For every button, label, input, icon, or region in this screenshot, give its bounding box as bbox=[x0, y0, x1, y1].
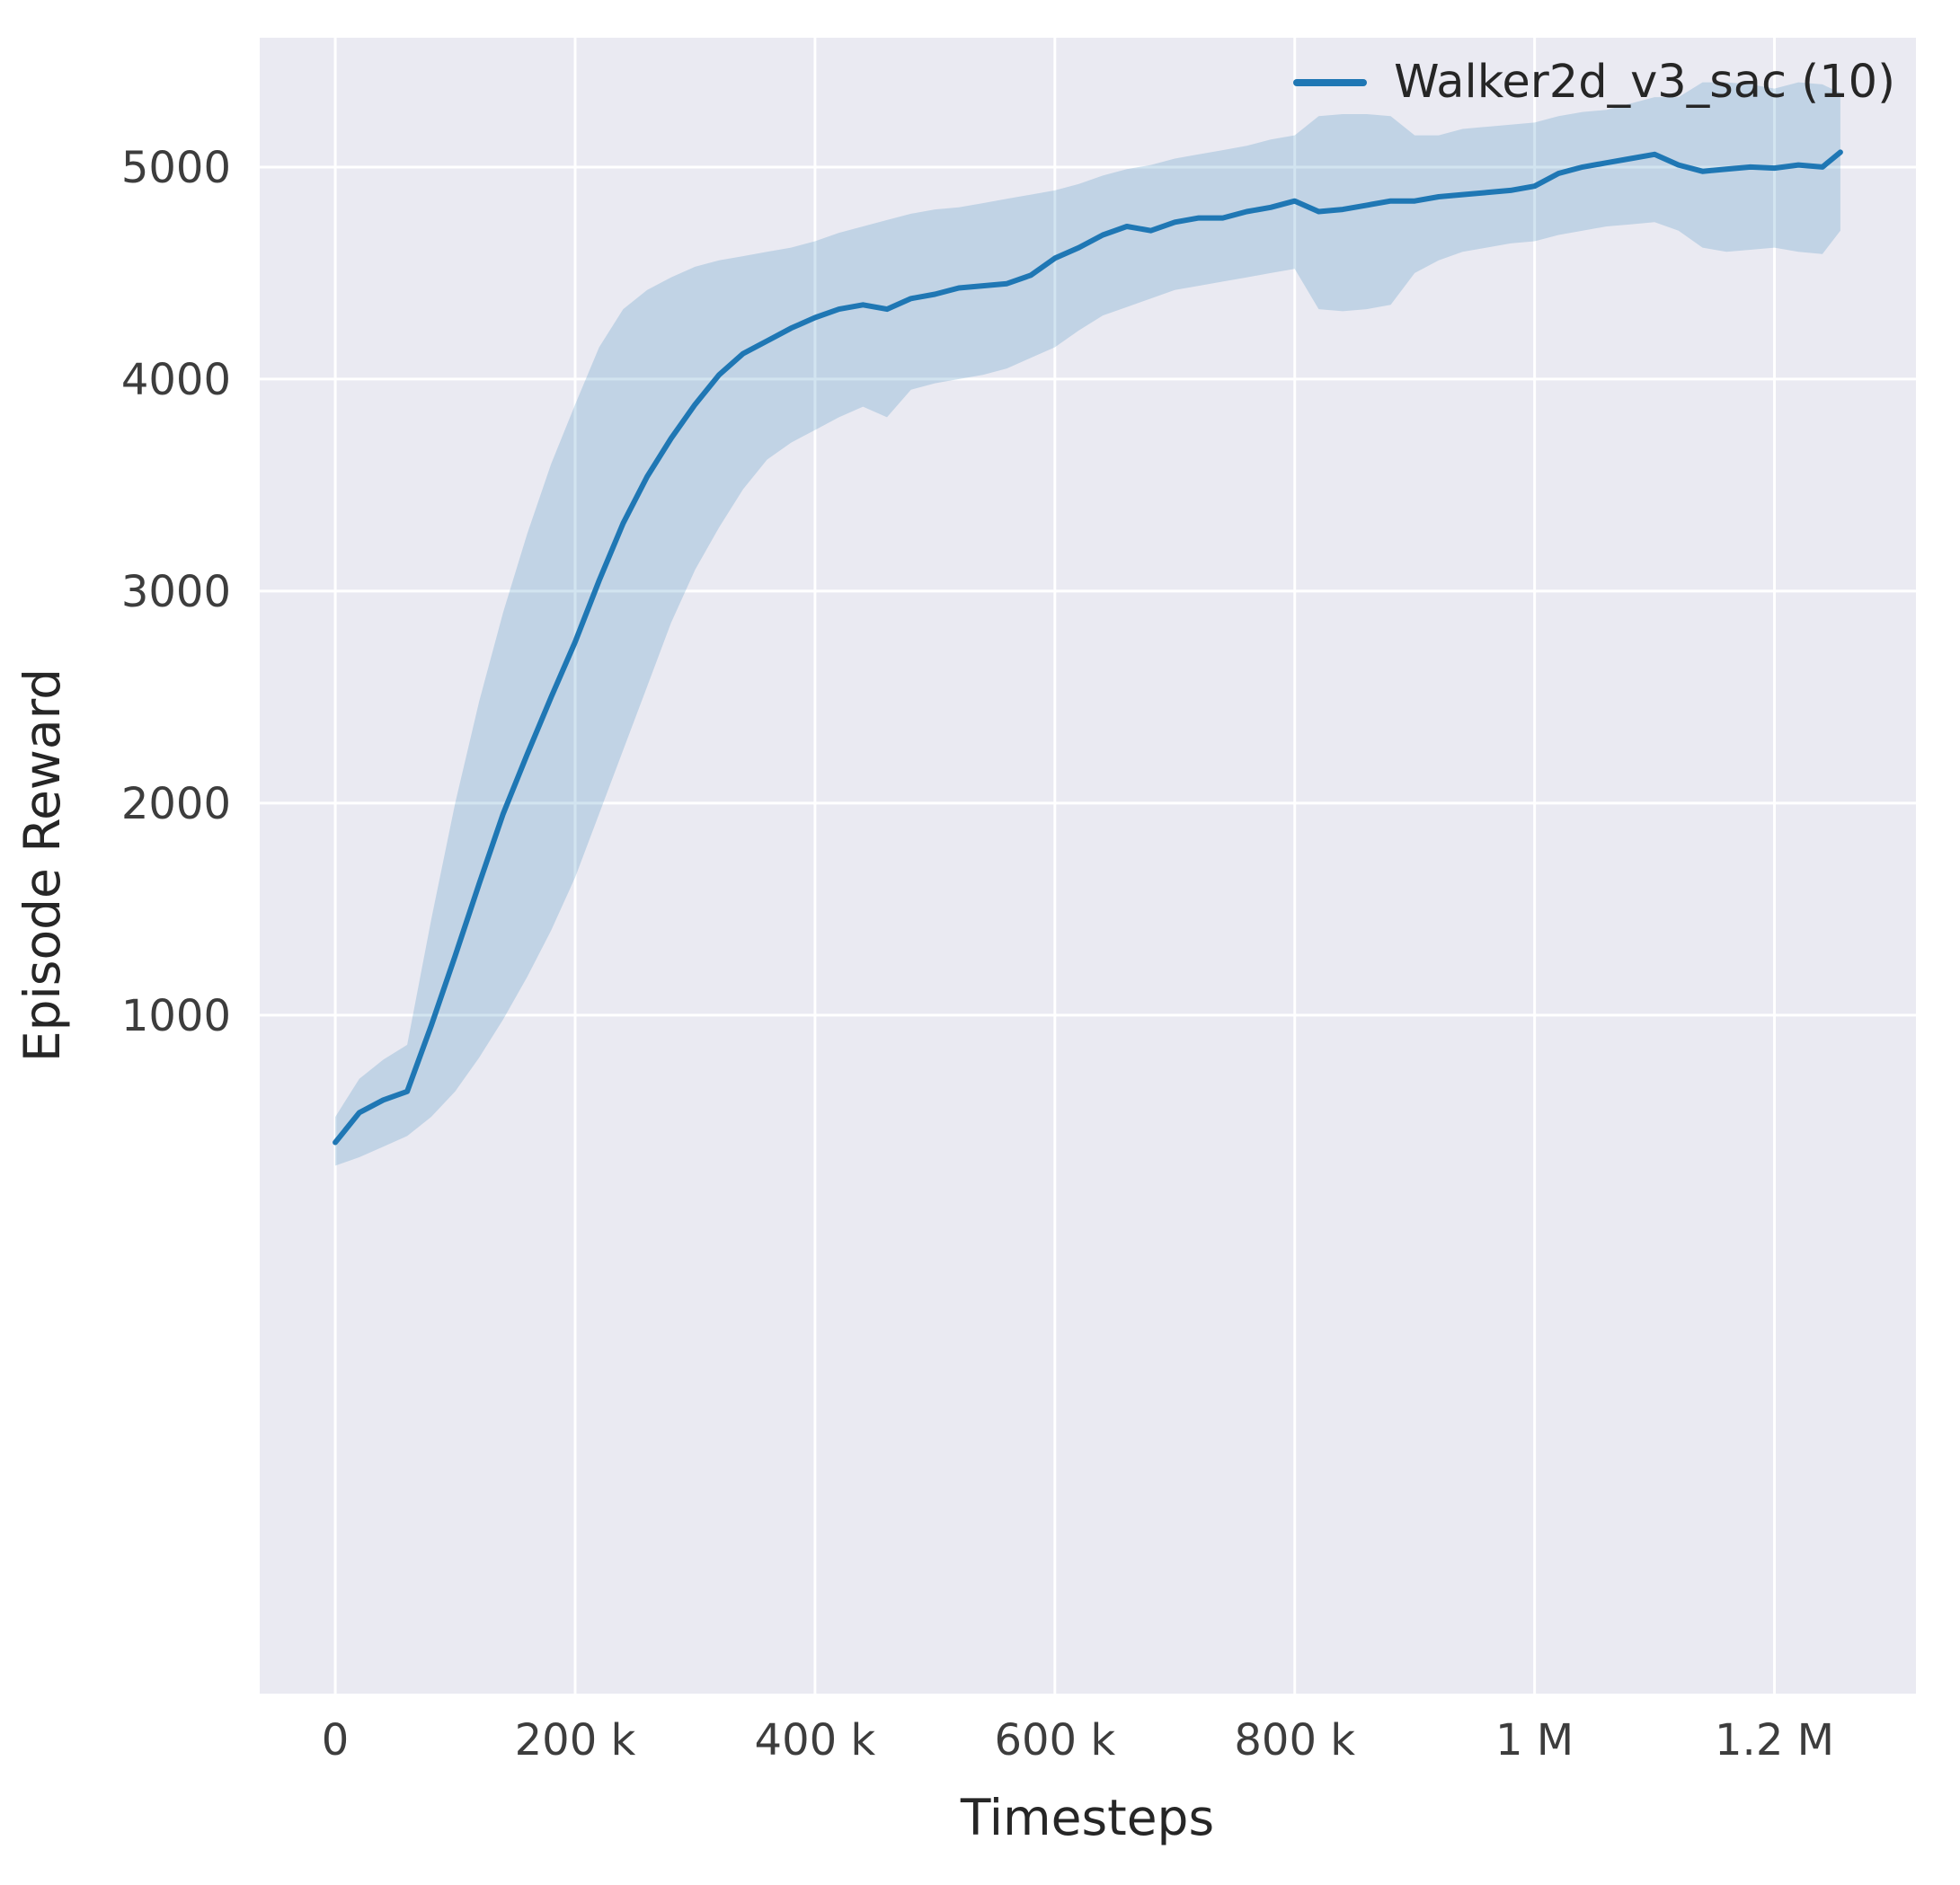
y-tick-label: 2000 bbox=[121, 779, 231, 829]
y-tick-label: 5000 bbox=[121, 143, 231, 193]
x-tick-label: 200 k bbox=[515, 1715, 636, 1766]
x-tick-label: 400 k bbox=[755, 1715, 876, 1766]
legend-label: Walker2d_v3_sac (10) bbox=[1394, 56, 1895, 109]
x-tick-label: 600 k bbox=[994, 1715, 1115, 1766]
x-tick-label: 0 bbox=[322, 1715, 350, 1766]
legend: Walker2d_v3_sac (10) bbox=[1293, 56, 1895, 109]
x-axis-label: Timesteps bbox=[960, 1789, 1214, 1846]
y-axis-label: Episode Reward bbox=[13, 668, 71, 1062]
x-tick-label: 800 k bbox=[1234, 1715, 1355, 1766]
confidence-band bbox=[335, 82, 1840, 1166]
y-tick-label: 1000 bbox=[121, 991, 231, 1041]
legend-line-swatch bbox=[1293, 78, 1368, 86]
x-tick-label: 1 M bbox=[1495, 1715, 1574, 1766]
y-tick-label: 3000 bbox=[121, 567, 231, 617]
mean-line bbox=[333, 149, 1843, 1146]
y-tick-label: 4000 bbox=[121, 355, 231, 405]
plot-area bbox=[260, 38, 1916, 1694]
x-tick-label: 1.2 M bbox=[1715, 1715, 1834, 1766]
